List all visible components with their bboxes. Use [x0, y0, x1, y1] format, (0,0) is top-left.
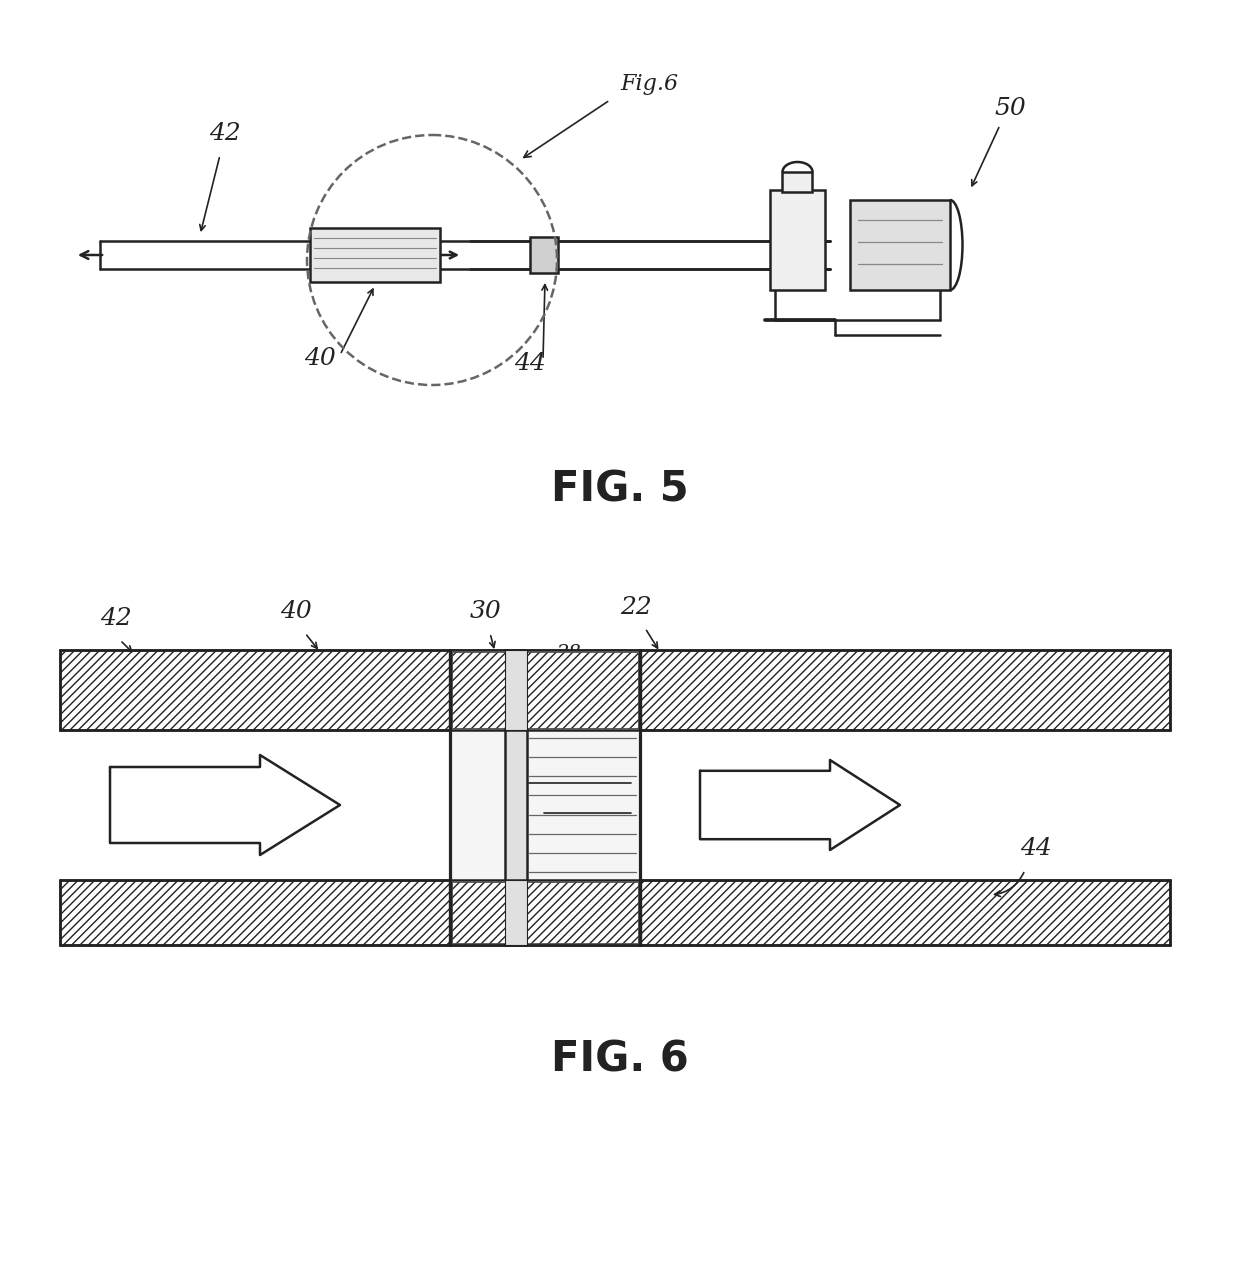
Bar [782, 172, 812, 191]
Bar [505, 880, 527, 944]
Bar [451, 651, 639, 729]
Text: 30: 30 [470, 600, 502, 623]
Bar [505, 650, 527, 730]
Text: 50: 50 [994, 96, 1025, 120]
Text: Fig.6: Fig.6 [620, 73, 678, 95]
Bar [505, 650, 527, 944]
Polygon shape [701, 759, 900, 849]
Polygon shape [110, 756, 340, 855]
Text: 44: 44 [1021, 837, 1052, 860]
Bar [453, 882, 639, 943]
Bar [451, 882, 639, 944]
Bar [849, 200, 950, 290]
Text: 22: 22 [620, 596, 652, 619]
Bar [60, 650, 450, 730]
Text: 42: 42 [210, 122, 241, 145]
Bar [453, 651, 639, 729]
Text: FIG. 5: FIG. 5 [552, 469, 688, 511]
Bar [450, 650, 640, 944]
Bar [60, 880, 450, 944]
Text: 44: 44 [515, 352, 546, 375]
Text: 28: 28 [556, 644, 580, 662]
Bar [310, 227, 440, 281]
Bar [640, 880, 1171, 944]
Text: 40: 40 [280, 600, 311, 623]
Text: 42: 42 [100, 607, 131, 630]
Bar [770, 190, 825, 290]
Text: 40: 40 [304, 347, 336, 370]
Bar [529, 651, 636, 729]
Text: FIG. 6: FIG. 6 [551, 1040, 689, 1081]
Bar [529, 236, 558, 272]
Bar [640, 650, 1171, 730]
